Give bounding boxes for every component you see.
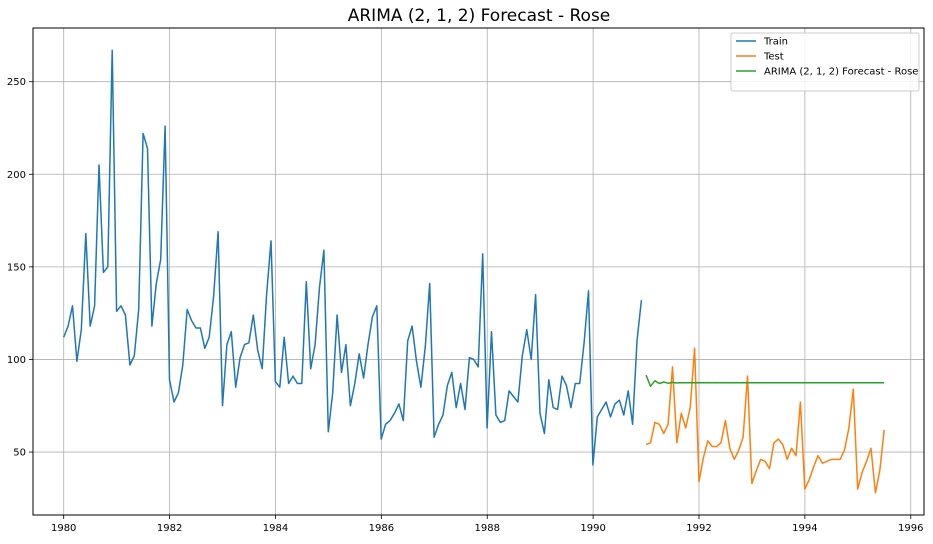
legend-box (730, 32, 920, 92)
plot-frame (32, 27, 925, 516)
x-tick-label: 1996 (898, 523, 923, 534)
y-tick-label: 250 (7, 77, 26, 88)
series-line-2 (645, 374, 885, 388)
x-tick-label: 1982 (157, 523, 182, 534)
x-tick-label: 1994 (792, 523, 817, 534)
axis-ticks: 1980 1982 1984 1986 1988 1990 1992 1994 1996 50 10… (7, 77, 924, 534)
y-tick-label: 150 (7, 262, 26, 273)
legend: Train Test ARIMA (2, 1, 2) Forecast - Rose (730, 32, 920, 92)
y-tick-label: 100 (7, 355, 26, 366)
x-tick-label: 1986 (369, 523, 394, 534)
legend-label: ARIMA (2, 1, 2) Forecast - Rose (764, 67, 918, 78)
chart-title: ARIMA (2, 1, 2) Forecast - Rose (348, 6, 611, 26)
grid (33, 28, 924, 515)
y-tick-label: 200 (7, 170, 26, 181)
legend-label: Train (763, 37, 788, 48)
series-line-0 (63, 49, 643, 466)
legend-label: Test (763, 52, 784, 63)
x-tick-label: 1992 (686, 523, 711, 534)
x-tick-label: 1990 (580, 523, 605, 534)
series-lines (63, 49, 885, 494)
y-tick-label: 50 (13, 448, 26, 459)
x-tick-label: 1980 (51, 523, 76, 534)
x-tick-label: 1988 (475, 523, 500, 534)
x-tick-label: 1984 (263, 523, 288, 534)
series-line-1 (645, 347, 885, 494)
